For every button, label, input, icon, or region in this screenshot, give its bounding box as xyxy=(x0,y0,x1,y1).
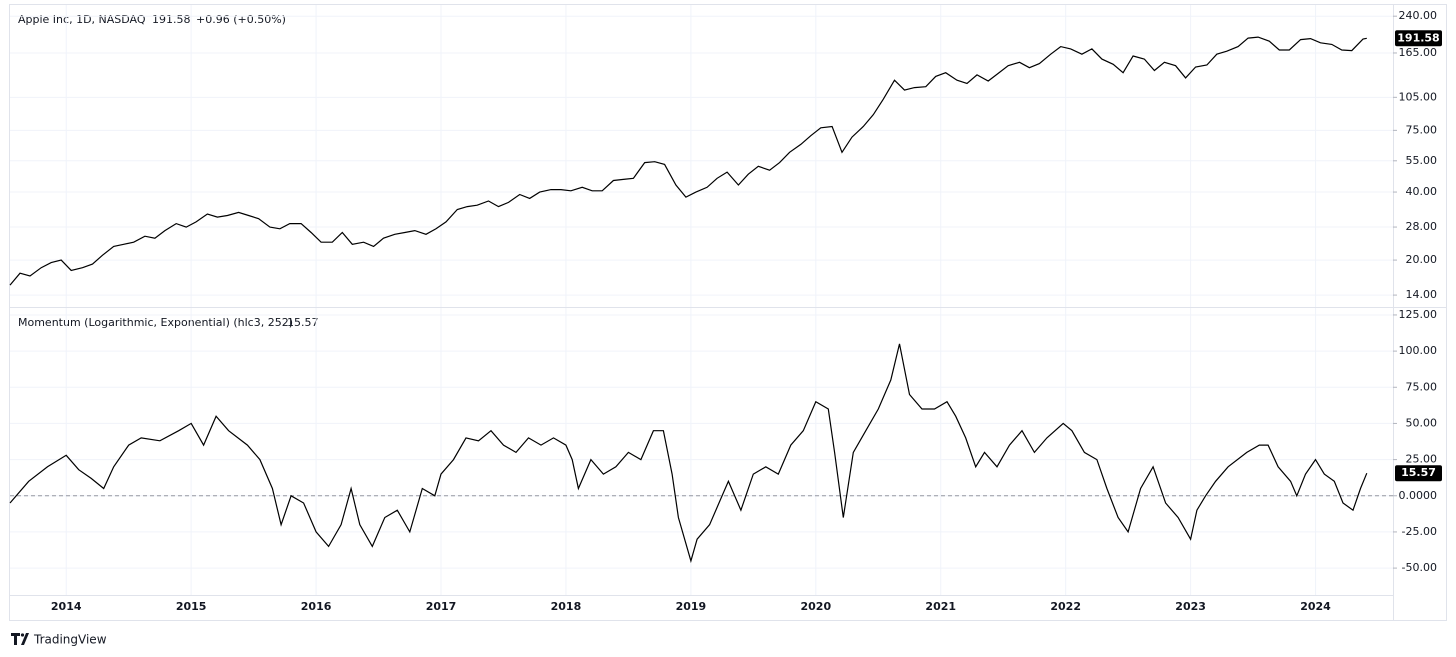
y-tick-label: -50.00 xyxy=(1402,561,1437,574)
x-tick-label: 2024 xyxy=(1300,600,1331,613)
last-value-tag xyxy=(1395,30,1442,47)
last-value-label: 191.58 xyxy=(1397,31,1439,44)
y-tick-label: 20.00 xyxy=(1406,253,1438,266)
x-tick-label: 2016 xyxy=(301,600,332,613)
grid-layer xyxy=(10,5,1393,595)
x-tick-label: 2018 xyxy=(551,600,582,613)
price-change: +0.96 (+0.50%) xyxy=(196,13,286,26)
y-tick-label: 25.00 xyxy=(1406,453,1438,466)
indicator-title: Momentum (Logarithmic, Exponential) (hlc… xyxy=(18,316,293,329)
last-price: 191.58 xyxy=(152,13,191,26)
x-tick-label: 2021 xyxy=(925,600,956,613)
y-tick-label: -25.00 xyxy=(1402,525,1437,538)
series-line xyxy=(9,343,1368,564)
y-tick-label: 14.00 xyxy=(1406,288,1438,301)
brand-logo xyxy=(11,633,29,645)
x-tick-label: 2023 xyxy=(1175,600,1206,613)
x-tick-label: 2017 xyxy=(426,600,457,613)
y-tick-label: 165.00 xyxy=(1399,46,1438,59)
y-tick-label: 100.00 xyxy=(1399,344,1438,357)
last-value-tag xyxy=(1395,465,1442,482)
x-tick-label: 2019 xyxy=(676,600,707,613)
brand-name: TradingView xyxy=(33,633,107,647)
y-tick-label: 28.00 xyxy=(1406,220,1438,233)
y-tick-label: 55.00 xyxy=(1406,154,1438,167)
x-tick-label: 2022 xyxy=(1050,600,1081,613)
series-line xyxy=(9,36,1367,286)
indicator-value: 15.57 xyxy=(287,316,319,329)
last-value-label: 15.57 xyxy=(1401,466,1436,479)
y-tick-label: 0.0000 xyxy=(1399,489,1438,502)
y-tick-label: 50.00 xyxy=(1406,416,1438,429)
x-tick-label: 2015 xyxy=(176,600,207,613)
symbol-title: Apple Inc, 1D, NASDAQ xyxy=(18,13,146,26)
y-tick-label: 240.00 xyxy=(1399,9,1438,22)
y-tick-label: 105.00 xyxy=(1399,90,1438,103)
y-tick-label: 40.00 xyxy=(1406,185,1438,198)
x-tick-label: 2020 xyxy=(801,600,832,613)
y-tick-label: 75.00 xyxy=(1406,380,1438,393)
chart-frame xyxy=(9,4,1447,621)
y-tick-label: 75.00 xyxy=(1406,123,1438,136)
x-tick-label: 2014 xyxy=(51,600,82,613)
y-tick-label: 125.00 xyxy=(1399,308,1438,321)
